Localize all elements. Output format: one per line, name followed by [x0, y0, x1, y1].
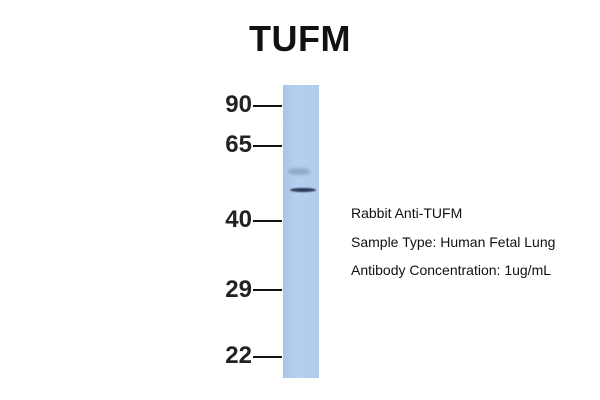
marker-label-22: 22 — [225, 342, 252, 369]
marker-tick-40 — [253, 220, 282, 222]
marker-label-29: 29 — [225, 276, 252, 303]
faint-band — [288, 168, 310, 175]
marker-tick-22 — [253, 356, 282, 358]
marker-label-90: 90 — [225, 91, 252, 118]
antibody-label: Rabbit Anti-TUFM — [351, 205, 463, 221]
blot-lane — [283, 85, 319, 378]
marker-tick-90 — [253, 105, 282, 107]
marker-label-65: 65 — [225, 131, 252, 158]
blot-title: TUFM — [249, 18, 351, 59]
main-band — [290, 188, 316, 192]
concentration-label: Antibody Concentration: 1ug/mL — [351, 262, 552, 278]
marker-tick-65 — [253, 145, 282, 147]
marker-label-40: 40 — [225, 206, 252, 233]
marker-tick-29 — [253, 289, 282, 291]
sample-type-label: Sample Type: Human Fetal Lung — [351, 234, 556, 250]
